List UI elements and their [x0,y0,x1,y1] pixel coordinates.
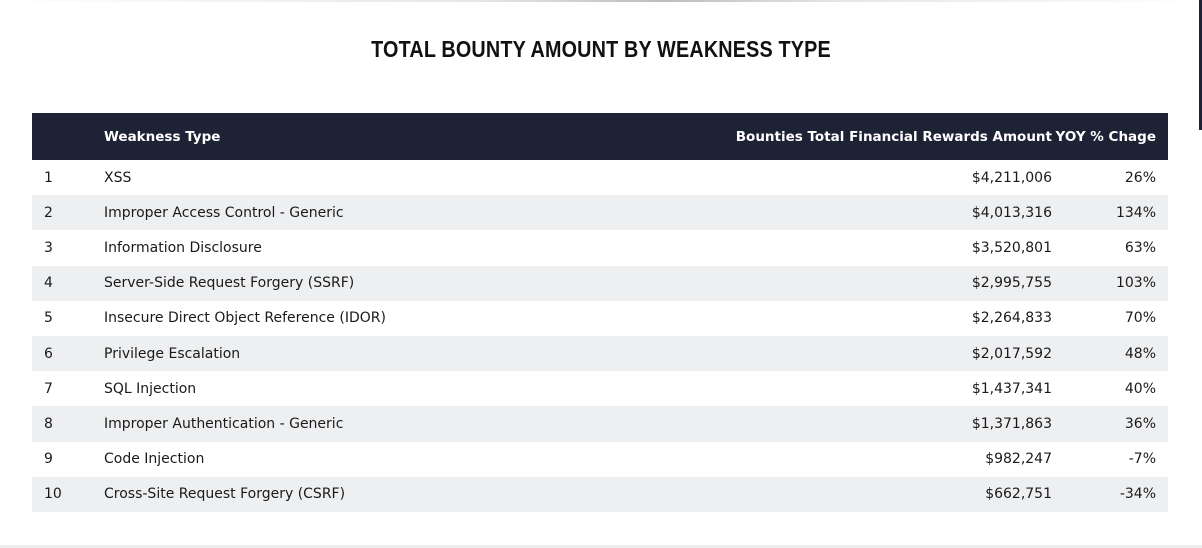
amount-cell: $2,264,833 [971,310,1052,327]
header-weakness-type: Weakness Type [104,128,221,145]
table-row: 10 Cross-Site Request Forgery (CSRF) $662,… [32,476,1168,512]
weakness-type-cell: Insecure Direct Object Reference (IDOR) [104,310,386,327]
amount-cell: $2,017,592 [971,345,1052,362]
weakness-type-cell: Privilege Escalation [104,345,241,362]
yoy-cell: -34% [1119,486,1156,503]
weakness-type-cell: SQL Injection [104,380,197,397]
rank-cell: 8 [44,415,53,432]
rank-cell: 5 [44,310,53,327]
amount-cell: $982,247 [985,451,1052,468]
bounty-table: Weakness Type Bounties Total Financial R… [32,113,1168,512]
table-row: 3 Information Disclosure $3,520,801 63% [32,230,1168,265]
rank-cell: 7 [44,380,53,397]
weakness-type-cell: Cross-Site Request Forgery (CSRF) [104,486,346,503]
yoy-cell: 63% [1124,239,1156,256]
weakness-type-cell: Improper Authentication - Generic [104,415,344,432]
table-body: 1 XSS $4,211,006 26% 2 Improper Access Contro… [32,160,1168,512]
rank-cell: 10 [44,486,62,503]
table-row: 9 Code Injection $982,247 -7% [32,442,1168,477]
weakness-type-cell: Information Disclosure [104,239,262,256]
rank-cell: 9 [44,451,53,468]
yoy-cell: 70% [1124,310,1156,327]
top-edge [0,0,1202,2]
amount-cell: $4,211,006 [971,169,1052,186]
rank-cell: 1 [44,169,53,186]
yoy-cell: 36% [1124,415,1156,432]
yoy-cell: 40% [1124,380,1156,397]
table-row: 6 Privilege Escalation $2,017,592 48% [32,335,1168,372]
chart-title: TOTAL BOUNTY AMOUNT BY WEAKNESS TYPE [371,36,831,62]
amount-cell: $1,437,341 [971,380,1052,397]
yoy-cell: -7% [1128,451,1156,468]
table-row: 8 Improper Authentication - Generic $1,371… [32,406,1168,442]
amount-cell: $4,013,316 [971,204,1052,221]
table-row: 1 XSS $4,211,006 26% [32,160,1168,195]
amount-cell: $662,751 [985,486,1052,503]
rank-cell: 3 [44,239,53,256]
yoy-cell: 26% [1124,169,1156,186]
weakness-type-cell: Server-Side Request Forgery (SSRF) [104,275,355,292]
amount-cell: $2,995,755 [971,275,1052,292]
weakness-type-cell: XSS [104,169,132,186]
header-amount: Bounties Total Financial Rewards Amount [735,128,1052,145]
yoy-cell: 134% [1115,204,1156,221]
header-rank [32,113,104,160]
table-row: 5 Insecure Direct Object Reference (IDOR)… [32,301,1168,336]
rank-cell: 2 [44,204,53,221]
weakness-type-cell: Improper Access Control - Generic [104,204,344,221]
table-row: 2 Improper Access Control - Generic $4,013… [32,195,1168,231]
amount-cell: $1,371,863 [971,415,1052,432]
bottom-edge [0,545,1202,548]
table-row: 7 SQL Injection $1,437,341 40% [32,371,1168,406]
right-edge [1199,0,1202,130]
table-row: 4 Server-Side Request Forgery (SSRF) $2,99… [32,265,1168,301]
rank-cell: 4 [44,275,53,292]
header-yoy: YOY % Chage [1055,128,1156,145]
table-header-row: Weakness Type Bounties Total Financial R… [32,113,1168,160]
yoy-cell: 48% [1124,345,1156,362]
weakness-type-cell: Code Injection [104,451,205,468]
rank-cell: 6 [44,345,53,362]
amount-cell: $3,520,801 [971,239,1052,256]
yoy-cell: 103% [1115,275,1156,292]
